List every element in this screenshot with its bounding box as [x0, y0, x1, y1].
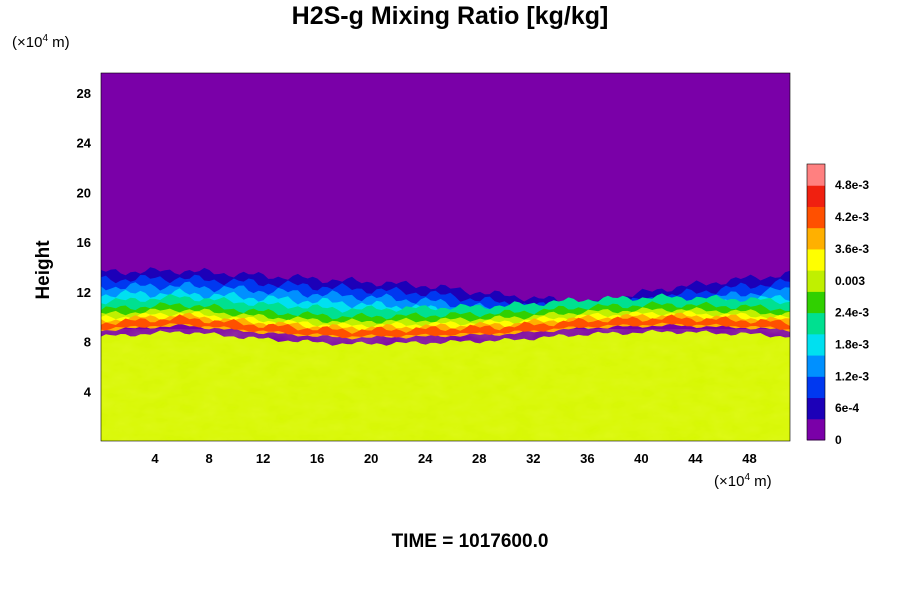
contour-band-3 — [101, 288, 790, 329]
colorbar-segment — [807, 397, 825, 420]
y-tick-label: 20 — [77, 185, 91, 200]
plot-frame — [100, 72, 791, 442]
x-tick-label: 36 — [580, 451, 594, 466]
x-tick-label: 8 — [205, 451, 212, 466]
lower-texture — [101, 329, 790, 441]
colorbar-segment — [807, 333, 825, 356]
colorbar-segment — [807, 376, 825, 399]
x-tick-label: 48 — [742, 451, 756, 466]
colorbar-segment — [807, 312, 825, 335]
colorbar-segment — [807, 206, 825, 229]
colorbar-segment — [807, 270, 825, 292]
colorbar-segment — [807, 291, 825, 314]
colorbar-segment — [807, 164, 825, 186]
x-tick-label: 16 — [310, 451, 324, 466]
y-tick-label: 28 — [77, 86, 91, 101]
colorbar: 0 6e-4 1.2e-3 1.8e-3 2.4e-3 0.003 3.6e-3 4.2e-3… — [806, 163, 869, 447]
x-tick-label: 20 — [364, 451, 378, 466]
y-tick-label: 24 — [77, 136, 92, 151]
x-tick-label: 12 — [256, 451, 270, 466]
colorbar-label: 0 — [835, 433, 842, 447]
colorbar-label: 4.2e-3 — [835, 210, 869, 224]
chart-title: H2S-g Mixing Ratio [kg/kg] — [291, 2, 609, 30]
x-tick-label: 32 — [526, 451, 540, 466]
colorbar-segment — [807, 227, 825, 250]
colorbar-label: 1.8e-3 — [835, 337, 869, 351]
y-tick-label: 12 — [77, 285, 91, 300]
x-tick-label: 28 — [472, 451, 486, 466]
heatmap-plot — [101, 73, 790, 441]
colorbar-frame — [806, 163, 826, 441]
colorbar-segment — [807, 418, 825, 441]
colorbar-label: 0.003 — [835, 274, 865, 288]
colorbar-label: 2.4e-3 — [835, 306, 869, 320]
colorbar-label: 1.2e-3 — [835, 369, 869, 383]
x-tick-label: 40 — [634, 451, 648, 466]
contour-band-9 — [101, 314, 790, 339]
colorbar-segment — [807, 185, 825, 207]
x-tick-label: 4 — [151, 451, 159, 466]
x-tick-group: 4 8 12 16 20 24 28 32 36 40 44 48 — [151, 451, 756, 466]
colorbar-label: 6e-4 — [835, 401, 859, 415]
x-tick-label: 44 — [688, 451, 703, 466]
x-tick-label: 24 — [418, 451, 433, 466]
x-axis-unit: (×104 m) — [714, 472, 772, 490]
colorbar-label: 3.6e-3 — [835, 242, 869, 256]
y-tick-label: 4 — [84, 384, 92, 399]
time-label: TIME = 1017600.0 — [391, 531, 549, 552]
y-axis-unit: (×104 m) — [12, 33, 70, 51]
y-tick-label: 16 — [77, 235, 91, 250]
colorbar-label: 4.8e-3 — [835, 178, 869, 192]
y-tick-group: 4 8 12 16 20 24 28 — [77, 86, 92, 399]
colorbar-segment — [807, 248, 825, 271]
colorbar-segment — [807, 355, 825, 377]
y-tick-label: 8 — [84, 335, 91, 350]
